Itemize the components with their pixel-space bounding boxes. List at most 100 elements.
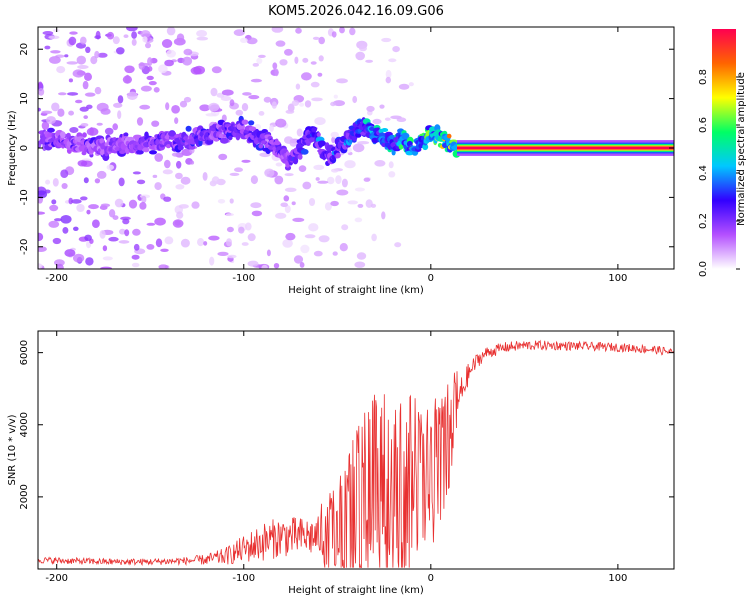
noise-cell bbox=[94, 86, 102, 95]
ridge-cell bbox=[136, 149, 144, 155]
noise-cell bbox=[357, 141, 370, 145]
noise-cell bbox=[183, 48, 193, 56]
ridge-cell bbox=[273, 140, 281, 146]
noise-cell bbox=[335, 175, 342, 185]
ridge-cell bbox=[248, 126, 257, 132]
noise-cell bbox=[283, 195, 290, 202]
noise-cell bbox=[141, 195, 147, 204]
noise-cell bbox=[298, 165, 307, 173]
noise-cell bbox=[117, 95, 124, 104]
noise-cell bbox=[112, 123, 118, 131]
noise-cell bbox=[161, 39, 173, 48]
noise-cell bbox=[285, 109, 295, 114]
noise-cell bbox=[164, 236, 174, 245]
noise-cell bbox=[189, 160, 195, 165]
noise-cell bbox=[148, 81, 157, 86]
noise-cell bbox=[44, 45, 51, 50]
noise-cell bbox=[330, 131, 339, 138]
ridge-cell bbox=[81, 151, 87, 156]
noise-cell bbox=[147, 57, 153, 67]
noise-cell bbox=[341, 224, 349, 231]
noise-cell bbox=[247, 260, 259, 267]
noise-cell bbox=[385, 69, 392, 79]
noise-cell bbox=[291, 201, 296, 206]
noise-cell bbox=[241, 103, 249, 112]
noise-cell bbox=[100, 108, 111, 115]
noise-cell bbox=[245, 222, 252, 231]
noise-cell bbox=[154, 217, 166, 226]
noise-cell bbox=[60, 215, 72, 224]
noise-cell bbox=[171, 152, 180, 157]
noise-cell bbox=[203, 241, 208, 246]
ridge-cell bbox=[401, 132, 410, 140]
noise-cell bbox=[271, 27, 284, 33]
y-axis-label: Frequency (Hz) bbox=[7, 110, 18, 186]
noise-cell bbox=[229, 99, 235, 107]
noise-cell bbox=[90, 56, 98, 65]
ridge-cell bbox=[297, 154, 303, 160]
noise-cell bbox=[80, 196, 88, 201]
noise-cell bbox=[354, 187, 365, 192]
x-tick-label: -100 bbox=[232, 573, 255, 584]
noise-cell bbox=[220, 96, 232, 101]
noise-cell bbox=[284, 187, 297, 192]
noise-cell bbox=[205, 113, 217, 117]
y-tick-label: 10 bbox=[19, 92, 30, 105]
noise-cell bbox=[275, 212, 287, 219]
noise-cell bbox=[372, 118, 382, 125]
noise-cell bbox=[56, 66, 66, 74]
noise-cell bbox=[352, 95, 358, 104]
noise-cell bbox=[126, 27, 138, 32]
noise-cell bbox=[51, 102, 60, 112]
noise-cell bbox=[385, 76, 391, 84]
noise-cell bbox=[128, 199, 138, 209]
ridge-cell bbox=[391, 149, 396, 156]
x-tick-label: -100 bbox=[232, 273, 255, 284]
noise-cell bbox=[118, 177, 125, 187]
noise-cell bbox=[312, 36, 320, 41]
noise-cell bbox=[46, 116, 56, 125]
noise-cell bbox=[241, 242, 249, 246]
colorbar-tick-label: 0.2 bbox=[698, 213, 709, 229]
x-tick-label: 100 bbox=[608, 573, 627, 584]
noise-cell bbox=[38, 211, 46, 215]
noise-cell bbox=[379, 104, 385, 109]
noise-cell bbox=[252, 63, 259, 67]
noise-cell bbox=[116, 47, 125, 55]
noise-cell bbox=[64, 249, 76, 257]
noise-cell bbox=[302, 57, 309, 63]
noise-cell bbox=[131, 254, 140, 260]
y-tick-label: 0 bbox=[19, 145, 30, 151]
noise-cell bbox=[234, 167, 243, 172]
colorbar-tick-label: 0.4 bbox=[698, 165, 709, 181]
noise-cell bbox=[174, 117, 179, 124]
noise-cell bbox=[75, 99, 83, 104]
noise-cell bbox=[284, 48, 293, 56]
noise-cell bbox=[190, 66, 202, 75]
ridge-cell bbox=[241, 119, 249, 125]
noise-cell bbox=[313, 164, 325, 170]
noise-cell bbox=[310, 61, 317, 65]
noise-cell bbox=[100, 203, 111, 208]
noise-cell bbox=[38, 81, 43, 89]
noise-cell bbox=[311, 97, 323, 102]
noise-cell bbox=[282, 239, 293, 248]
noise-cell bbox=[331, 168, 339, 173]
ridge-cell bbox=[155, 138, 161, 146]
noise-cell bbox=[196, 30, 208, 37]
noise-cell bbox=[336, 189, 349, 196]
noise-cell bbox=[55, 263, 64, 269]
y-tick-label: -10 bbox=[19, 189, 30, 205]
noise-cell bbox=[96, 170, 107, 179]
noise-cell bbox=[126, 91, 138, 101]
noise-cell bbox=[248, 95, 260, 100]
noise-cell bbox=[304, 234, 316, 239]
noise-cell bbox=[112, 36, 120, 45]
ridge-cell bbox=[292, 156, 299, 165]
noise-cell bbox=[289, 139, 298, 147]
noise-cell bbox=[113, 102, 123, 108]
noise-cell bbox=[106, 164, 115, 170]
noise-cell bbox=[398, 83, 410, 90]
noise-cell bbox=[76, 55, 87, 65]
